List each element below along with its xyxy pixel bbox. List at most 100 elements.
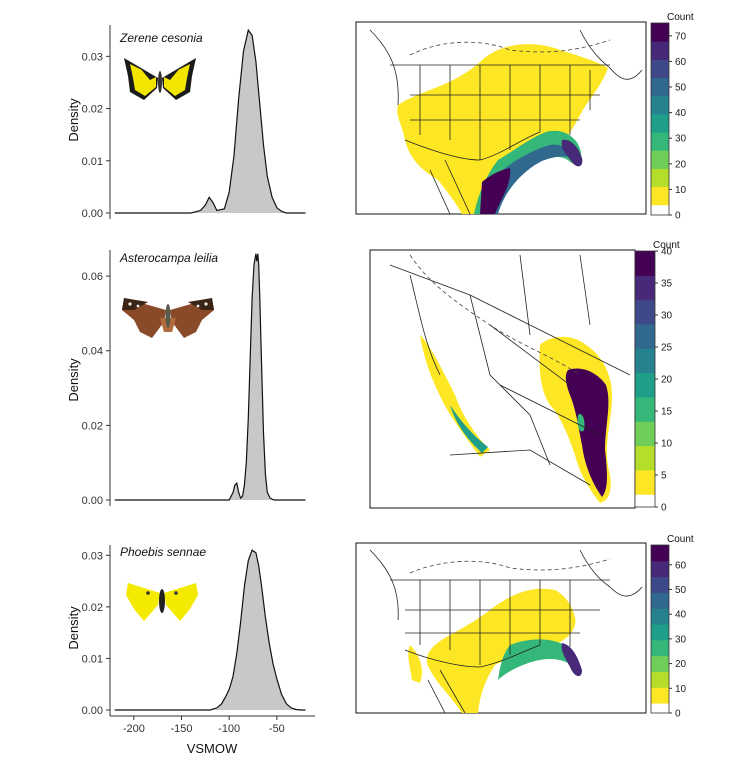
colorbar-zero-band <box>635 494 655 507</box>
colorbar-band <box>651 132 669 151</box>
colorbar-band <box>635 372 655 398</box>
colorbar-tick-label: 25 <box>661 343 673 354</box>
colorbar-band <box>651 671 669 688</box>
north-america-range-map <box>369 549 643 713</box>
colorbar-band <box>651 95 669 115</box>
colorbar-band <box>651 113 669 133</box>
density-panel-1: 0.00 0.01 0.02 0.03 Zerene cesonia Density <box>66 25 306 220</box>
colorbar-band <box>635 299 655 325</box>
x-axis-title: VSMOW <box>187 741 238 756</box>
density-plot-3: 0.00 0.01 0.02 0.03 -200 -150 -100 -50 <box>82 545 315 735</box>
colorbar-band <box>651 639 669 657</box>
density-plot-1: 0.00 0.01 0.02 0.03 <box>82 25 306 220</box>
colorbar-band <box>651 655 669 672</box>
colorbar-tick-label: 30 <box>675 634 687 645</box>
colorbar-band <box>651 560 669 578</box>
density-line <box>114 28 306 214</box>
colorbar-band <box>635 348 655 374</box>
colorbar-band <box>651 576 669 593</box>
colorbar-tick-label: 10 <box>675 185 687 196</box>
colorbar-band <box>651 687 669 704</box>
colorbar-tick-label: 20 <box>675 659 687 670</box>
colorbar-band <box>635 421 655 447</box>
density-panel-2: 0.00 0.02 0.04 0.06 Asterocampa leilia Dens… <box>66 250 306 507</box>
x-tick-label: -50 <box>269 723 285 735</box>
colorbar-tick-label: 0 <box>675 709 681 720</box>
density-area <box>114 550 306 710</box>
range-map-panel-3: Count 0 10 20 30 40 50 60 <box>355 535 694 720</box>
colorbar-tick-label: 60 <box>675 57 687 68</box>
brown-butterfly-icon <box>122 298 214 338</box>
x-tick-label: -100 <box>218 723 240 735</box>
colorbar-band <box>651 23 669 42</box>
colorbar-frame <box>650 544 670 714</box>
density-line <box>114 549 306 711</box>
colorbar-tick-label: 40 <box>661 247 673 258</box>
density-area <box>114 30 306 214</box>
colorbar-zero-band <box>651 204 669 215</box>
colorbar-tick-label: 15 <box>661 407 673 418</box>
y-axis-title-1: Density <box>66 98 81 142</box>
range-map-panel-2: Count 0 5 10 15 20 25 30 35 40 <box>369 240 680 514</box>
colorbar-band <box>635 275 655 301</box>
colorbar-tick-label: 10 <box>661 439 673 450</box>
y-tick-label: 0.06 <box>82 271 103 283</box>
yellow-butterfly-icon <box>126 583 198 621</box>
colorbar-band <box>651 41 669 60</box>
colorbar-tick-label: 30 <box>661 311 673 322</box>
colorbar-band <box>651 168 669 188</box>
colorbar-frame <box>650 22 670 216</box>
colorbar-band <box>651 545 669 562</box>
y-tick-label: 0.00 <box>82 208 103 220</box>
colorbar-band <box>635 251 655 276</box>
colorbar-tick-label: 10 <box>675 684 687 695</box>
colorbar-tick-label: 5 <box>661 471 667 482</box>
colorbar-band <box>651 59 669 79</box>
colorbar-tick-label: 0 <box>675 211 681 222</box>
colorbar-tick-label: 20 <box>661 375 673 386</box>
range-map-panel-1: Count 0 10 20 30 40 50 60 70 <box>355 12 694 222</box>
y-tick-label: 0.02 <box>82 602 103 614</box>
colorbar-tick-label: 70 <box>675 31 687 42</box>
colorbar-band <box>651 624 669 641</box>
x-tick-label: -200 <box>123 723 145 735</box>
yellow-black-butterfly-icon <box>124 58 196 100</box>
y-tick-label: 0.00 <box>82 705 103 717</box>
north-america-range-map <box>369 29 643 214</box>
colorbar-tick-label: 60 <box>675 560 687 571</box>
colorbar-band <box>635 396 655 422</box>
y-tick-label: 0.03 <box>82 51 103 63</box>
y-tick-label: 0.04 <box>82 346 103 358</box>
colorbar-tick-label: 20 <box>675 159 687 170</box>
colorbar-title: Count <box>653 240 680 251</box>
colorbar-title: Count <box>667 12 694 23</box>
colorbar-band <box>651 186 669 206</box>
colorbar-band <box>651 150 669 169</box>
colorbar-band <box>651 592 669 609</box>
x-tick-label: -150 <box>170 723 192 735</box>
species-label-1: Zerene cesonia <box>119 31 203 45</box>
colorbar-tick-label: 0 <box>661 503 667 514</box>
density-plot-2: 0.00 0.02 0.04 0.06 <box>82 250 306 507</box>
colorbar-band <box>635 469 655 495</box>
colorbar-tick-label: 50 <box>675 585 687 596</box>
colorbar-band <box>635 323 655 349</box>
y-tick-label: 0.01 <box>82 156 103 168</box>
colorbar-zero-band <box>651 703 669 713</box>
colorbar-tick-label: 40 <box>675 108 687 119</box>
colorbar-title: Count <box>667 535 694 545</box>
species-label-2: Asterocampa leilia <box>119 251 218 265</box>
y-tick-label: 0.01 <box>82 653 103 665</box>
density-line <box>114 253 306 501</box>
colorbar-tick-label: 35 <box>661 279 673 290</box>
y-tick-label: 0.00 <box>82 495 103 507</box>
colorbar-band <box>635 445 655 471</box>
y-tick-label: 0.02 <box>82 104 103 116</box>
density-area <box>114 253 306 500</box>
colorbar-band <box>651 608 669 625</box>
y-tick-label: 0.02 <box>82 420 103 432</box>
y-axis-title-3: Density <box>66 606 81 650</box>
colorbar-band <box>651 77 669 97</box>
density-panel-3: 0.00 0.01 0.02 0.03 -200 -150 -100 -50 Phoebis … <box>66 545 315 756</box>
y-axis-title-2: Density <box>66 358 81 402</box>
